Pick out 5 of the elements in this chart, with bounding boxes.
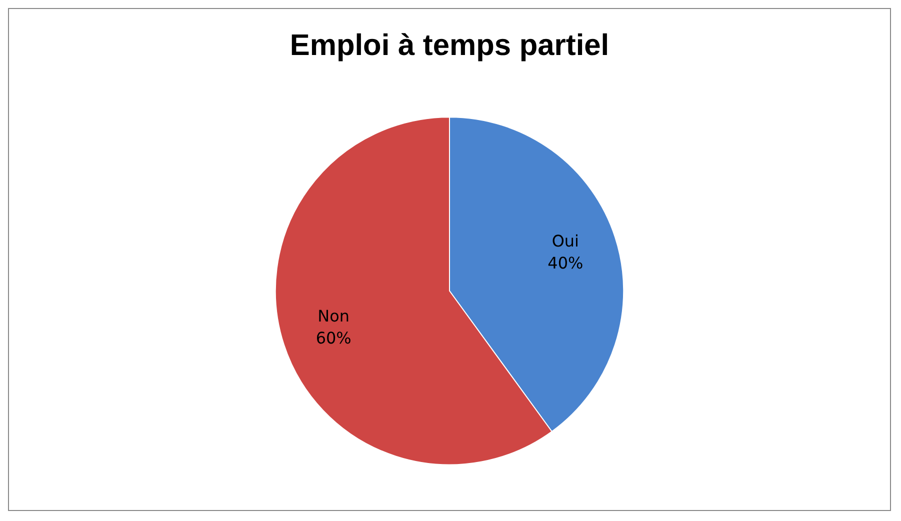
- chart-title: Emploi à temps partiel: [290, 29, 610, 62]
- slice-label: Non: [318, 306, 350, 326]
- data-label: 40%: [548, 253, 584, 272]
- data-label: 60%: [316, 328, 352, 348]
- slice-label: Oui: [552, 231, 579, 250]
